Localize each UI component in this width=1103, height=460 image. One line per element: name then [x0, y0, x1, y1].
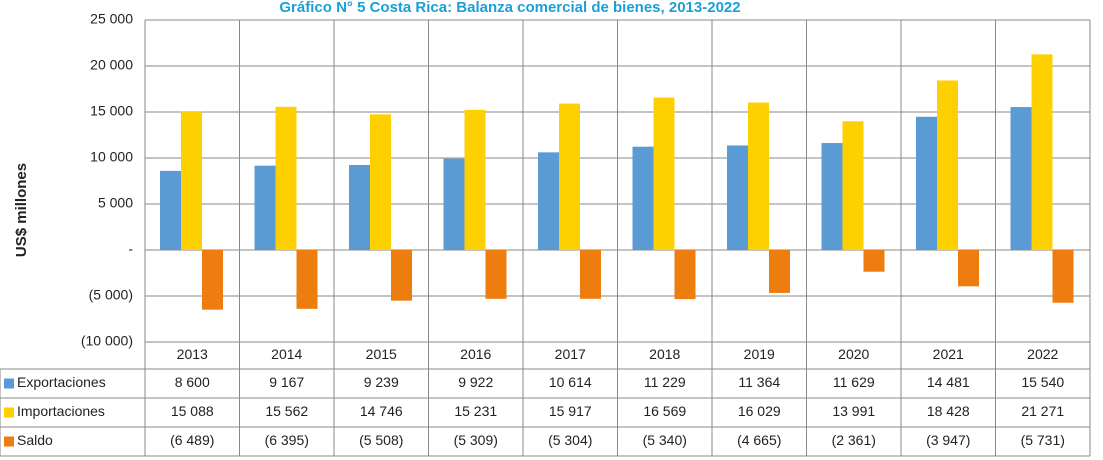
bar [370, 114, 391, 251]
y-tick-label: 10 000 [90, 149, 133, 165]
bar [727, 145, 748, 250]
table-value: 9 167 [269, 374, 304, 390]
table-value: (5 731) [1021, 432, 1065, 448]
table-value: 15 540 [1021, 374, 1064, 390]
bar [202, 250, 223, 310]
bar [1052, 250, 1074, 303]
table-value: 14 746 [360, 403, 403, 419]
bar [275, 106, 297, 251]
table-value: 8 600 [175, 374, 210, 390]
y-axis-label: US$ millones [13, 163, 30, 257]
bar [443, 158, 465, 250]
x-tick-label: 2022 [1027, 346, 1058, 362]
legend-key [4, 436, 14, 447]
x-tick-label: 2019 [744, 346, 775, 362]
bar [559, 103, 580, 250]
bar [160, 170, 181, 250]
table-value: (5 508) [359, 432, 403, 448]
x-tick-label: 2018 [649, 346, 680, 362]
table-value: (4 665) [737, 432, 781, 448]
bar [748, 102, 769, 250]
y-tick-label: 5 000 [98, 195, 133, 211]
legend-key [4, 407, 14, 418]
bar [349, 165, 370, 250]
chart-title: Gráfico N° 5 Costa Rica: Balanza comerci… [279, 0, 740, 16]
table-value: (2 361) [832, 432, 876, 448]
x-tick-label: 2020 [838, 346, 869, 362]
bar [674, 250, 696, 300]
table-value: 15 917 [549, 403, 592, 419]
bar [580, 250, 601, 299]
x-tick-label: 2013 [177, 346, 208, 362]
bar [485, 250, 507, 299]
bar [958, 250, 979, 287]
y-tick-label: (10 000) [81, 333, 133, 349]
y-tick-label: 15 000 [90, 103, 133, 119]
table-value: 13 991 [832, 403, 875, 419]
bar [916, 116, 937, 250]
table-value: (3 947) [926, 432, 970, 448]
table-value: 15 088 [171, 403, 214, 419]
y-tick-label: (5 000) [89, 287, 133, 303]
bar [863, 250, 885, 272]
bar [769, 250, 790, 293]
bar [653, 97, 675, 250]
table-value: 10 614 [549, 374, 592, 390]
bar [821, 143, 843, 250]
table-value: (5 304) [548, 432, 592, 448]
x-tick-label: 2016 [460, 346, 491, 362]
table-value: 11 364 [738, 374, 780, 390]
y-tick-label: - [128, 241, 133, 257]
y-tick-label: 20 000 [90, 57, 133, 73]
x-tick-label: 2014 [271, 346, 302, 362]
bar [937, 80, 958, 250]
table-value: 11 229 [644, 374, 686, 390]
table-value: 9 239 [364, 374, 399, 390]
bar [842, 121, 864, 250]
table-value: 14 481 [927, 374, 970, 390]
table-value: (6 489) [170, 432, 214, 448]
table-value: 11 629 [833, 374, 875, 390]
table-value: 15 231 [454, 403, 497, 419]
bar [181, 111, 202, 250]
bar [1031, 54, 1053, 251]
table-value: 21 271 [1021, 403, 1064, 419]
table-value: 15 562 [265, 403, 308, 419]
x-tick-label: 2021 [933, 346, 964, 362]
bar [632, 146, 654, 250]
x-tick-label: 2017 [555, 346, 586, 362]
legend-label: Saldo [17, 432, 53, 448]
table-value: (5 340) [643, 432, 687, 448]
y-tick-label: 25 000 [90, 11, 133, 27]
bar [296, 250, 318, 309]
bar [1010, 107, 1032, 250]
bar [391, 250, 412, 301]
legend-label: Exportaciones [17, 374, 106, 390]
table-value: (5 309) [454, 432, 498, 448]
bar [538, 152, 559, 250]
bar [464, 109, 486, 250]
table-value: 18 428 [927, 403, 970, 419]
legend-key [4, 378, 14, 389]
bar [254, 165, 276, 250]
table-value: 16 569 [643, 403, 686, 419]
x-tick-label: 2015 [366, 346, 397, 362]
legend-label: Importaciones [17, 403, 105, 419]
table-value: 16 029 [738, 403, 781, 419]
table-value: 9 922 [458, 374, 493, 390]
table-value: (6 395) [265, 432, 309, 448]
